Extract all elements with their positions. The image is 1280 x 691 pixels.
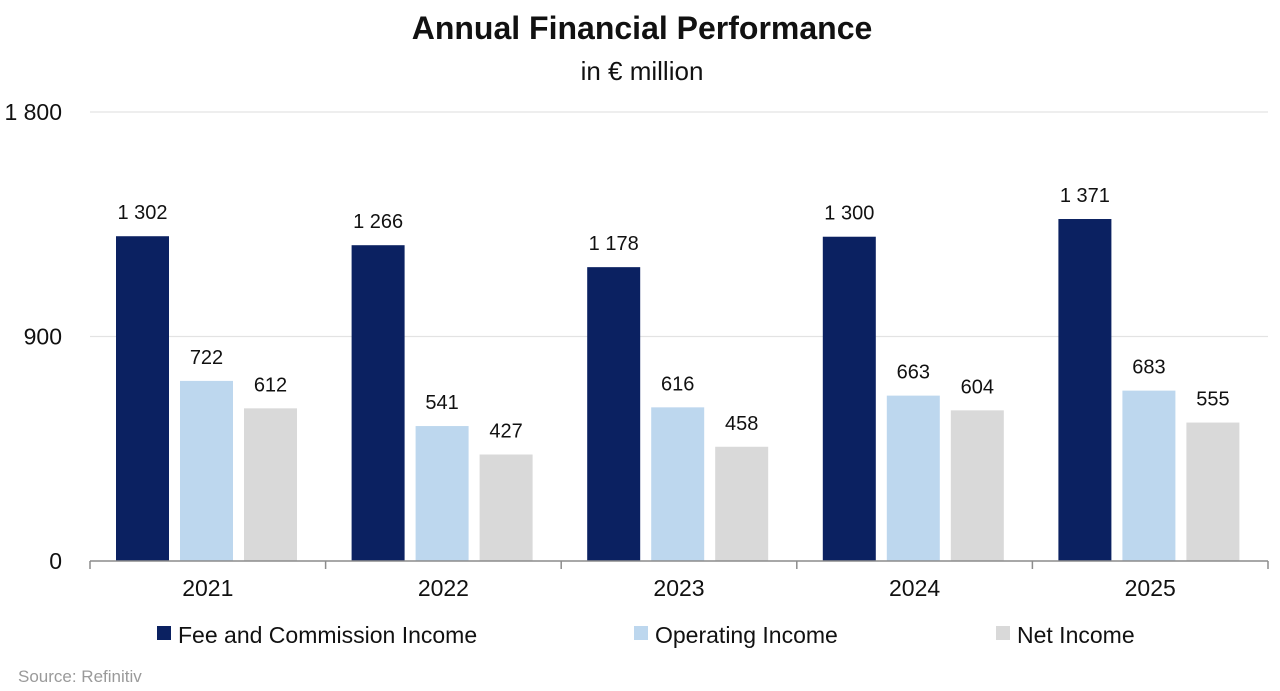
- data-label: 663: [897, 362, 930, 384]
- legend-swatch: [634, 626, 648, 640]
- data-label: 555: [1196, 389, 1229, 411]
- y-tick-label: 900: [24, 324, 62, 350]
- legend-swatch: [996, 626, 1010, 640]
- x-tick-label: 2023: [653, 575, 704, 601]
- chart-subtitle: in € million: [581, 56, 704, 86]
- chart-title: Annual Financial Performance: [412, 10, 873, 46]
- x-tick-label: 2025: [1125, 575, 1176, 601]
- data-label: 458: [725, 413, 758, 435]
- data-label: 683: [1132, 357, 1165, 379]
- data-label: 722: [190, 347, 223, 369]
- bar-2024-series-2: [950, 410, 1004, 561]
- x-tick-label: 2021: [182, 575, 233, 601]
- bar-2021-series-0: [116, 236, 169, 561]
- data-label: 1 266: [353, 211, 403, 233]
- legend-swatch: [157, 626, 171, 640]
- data-label: 616: [661, 373, 694, 395]
- bar-2022-series-2: [479, 454, 533, 561]
- data-label: 1 178: [589, 233, 639, 255]
- bar-2024-series-1: [886, 395, 940, 561]
- source-note: Source: Refinitiv: [18, 667, 142, 686]
- data-label: 612: [254, 374, 287, 396]
- data-label: 427: [489, 420, 522, 442]
- data-label: 1 371: [1060, 185, 1110, 207]
- bar-2023-series-2: [715, 446, 769, 561]
- bar-2024-series-0: [822, 236, 876, 561]
- x-axis: [89, 560, 1269, 569]
- y-axis-ticks: 0 900 1 800: [4, 99, 62, 574]
- legend-label: Fee and Commission Income: [178, 622, 477, 648]
- x-axis-ticks: 2021 2022 2023 2024 2025: [182, 575, 1176, 601]
- data-label: 1 302: [117, 202, 167, 224]
- bar-2022-series-0: [351, 245, 405, 561]
- bar-2023-series-0: [587, 267, 641, 561]
- data-label: 1 300: [824, 203, 874, 225]
- bar-2023-series-1: [651, 407, 705, 561]
- x-tick-label: 2024: [889, 575, 940, 601]
- bar-2025-series-2: [1186, 422, 1240, 561]
- y-tick-label: 0: [49, 548, 62, 574]
- data-labels: 1 302 722 612 1 266 541 427 1 178 616 458 1 300 66…: [117, 185, 1229, 442]
- data-label: 541: [425, 392, 458, 414]
- bar-2021-series-1: [180, 380, 233, 561]
- bar-2025-series-1: [1122, 390, 1176, 561]
- legend: Fee and Commission Income Operating Incom…: [157, 622, 1135, 648]
- bar-2025-series-0: [1058, 219, 1112, 562]
- legend-label: Net Income: [1017, 622, 1135, 648]
- data-label: 604: [961, 376, 994, 398]
- bar-2022-series-1: [415, 426, 469, 561]
- y-tick-label: 1 800: [4, 99, 62, 125]
- bars: [116, 219, 1240, 562]
- x-tick-label: 2022: [418, 575, 469, 601]
- legend-label: Operating Income: [655, 622, 838, 648]
- bar-2021-series-2: [244, 408, 297, 561]
